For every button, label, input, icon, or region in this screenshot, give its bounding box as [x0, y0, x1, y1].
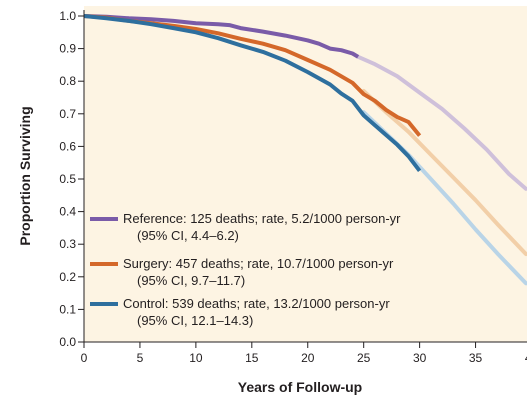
legend-ci-control: (95% CI, 12.1–14.3)	[137, 313, 253, 328]
x-tick-label: 0	[81, 351, 88, 365]
x-tick-label: 5	[137, 351, 144, 365]
x-tick-label: 30	[413, 351, 427, 365]
y-tick-label: 0.0	[59, 335, 76, 349]
legend: Reference: 125 deaths; rate, 5.2/1000 pe…	[90, 211, 401, 328]
projection-line-reference	[356, 54, 527, 191]
legend-ci-surgery: (95% CI, 9.7–11.7)	[137, 273, 245, 288]
plot-background	[84, 6, 527, 342]
y-axis-title: Proportion Surviving	[17, 106, 33, 245]
legend-label-reference: Reference: 125 deaths; rate, 5.2/1000 pe…	[123, 211, 401, 226]
y-tick-label: 0.2	[59, 270, 76, 284]
y-tick-label: 0.3	[59, 237, 76, 251]
series-line-control	[83, 14, 422, 173]
y-tick-label: 0.9	[59, 42, 76, 56]
x-tick-label: 10	[189, 351, 203, 365]
x-tick-label: 15	[245, 351, 259, 365]
y-tick-label: 0.8	[59, 74, 76, 88]
x-tick-label: 20	[301, 351, 315, 365]
x-tick-label: 35	[469, 351, 483, 365]
legend-label-surgery: Surgery: 457 deaths; rate, 10.7/1000 per…	[123, 256, 394, 271]
y-tick-label: 0.7	[59, 107, 76, 121]
y-tick-label: 0.6	[59, 139, 76, 153]
observed-lines	[83, 14, 422, 173]
y-tick-label: 0.4	[59, 205, 76, 219]
series-line-reference	[83, 14, 360, 59]
x-tick-label: 40	[525, 351, 527, 365]
y-tick-label: 0.1	[59, 302, 76, 316]
projection-line-surgery	[361, 89, 527, 256]
x-tick-label: 25	[357, 351, 371, 365]
legend-ci-reference: (95% CI, 4.4–6.2)	[137, 228, 239, 243]
x-axis-ticks: 0 5 10 15 20 25 30 35 40	[81, 342, 527, 365]
y-axis-ticks: 0.0 0.1 0.2 0.3 0.4 0.5 0.6 0.7 0.8 0.9 1.0	[59, 9, 84, 349]
y-tick-label: 1.0	[59, 9, 76, 23]
y-tick-label: 0.5	[59, 172, 76, 186]
x-axis-title: Years of Follow-up	[238, 379, 362, 395]
legend-label-control: Control: 539 deaths; rate, 13.2/1000 per…	[123, 296, 390, 311]
